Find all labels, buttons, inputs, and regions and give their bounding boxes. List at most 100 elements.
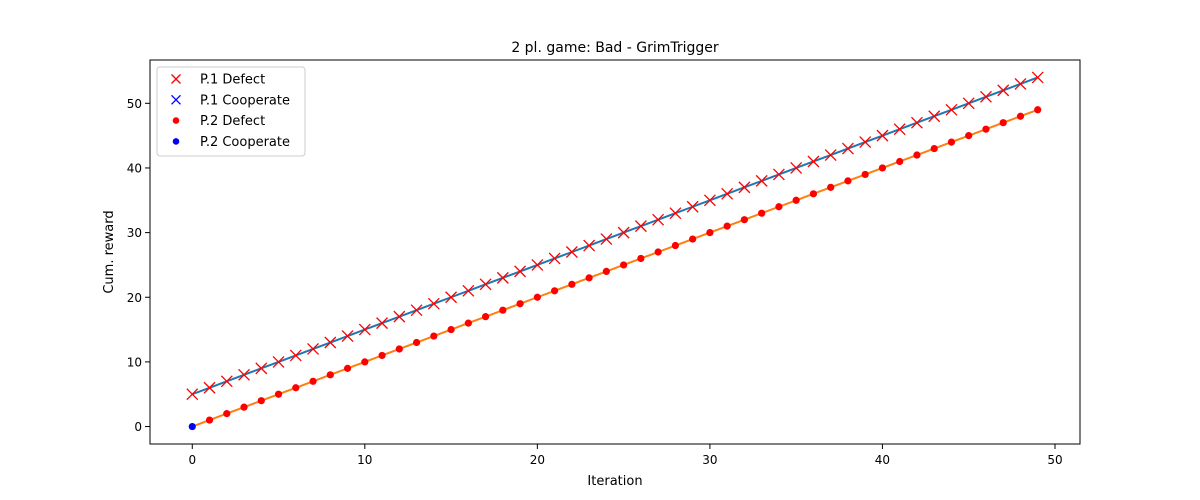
- p2-point: [309, 377, 317, 385]
- p1-point: [721, 187, 734, 200]
- p2-point: [637, 254, 645, 263]
- p2-point: [395, 345, 403, 353]
- p2-point: [947, 138, 956, 146]
- y-tick-label: 40: [127, 161, 142, 175]
- p1-point: [703, 194, 716, 207]
- p2-point: [499, 306, 507, 314]
- p1-point: [427, 297, 440, 310]
- p1-point: [772, 168, 785, 181]
- p1-point: [790, 161, 803, 174]
- p1-point: [755, 174, 768, 187]
- plot-frame: [149, 59, 1081, 445]
- p1-point: [807, 155, 820, 168]
- p2-point: [412, 338, 421, 347]
- p2-point: [982, 125, 990, 133]
- p2-point: [343, 364, 352, 372]
- y-axis: 0 10 20 30 40 50: [127, 97, 150, 434]
- x-tick-label: 10: [357, 453, 372, 467]
- p2-point: [671, 241, 679, 250]
- p1-point: [652, 213, 665, 226]
- p2-point: [516, 300, 524, 308]
- p1-point: [203, 381, 216, 394]
- p1-point: [945, 103, 958, 116]
- y-tick-label: 50: [127, 97, 142, 111]
- p2-point: [447, 325, 455, 334]
- p2-point: [1034, 106, 1042, 114]
- y-axis-label: Cum. reward: [102, 210, 117, 293]
- x-axis-label: Iteration: [587, 474, 642, 489]
- p1-point: [600, 233, 613, 246]
- p1-point: [928, 110, 941, 123]
- p1-point: [841, 142, 854, 155]
- p2-point: [758, 209, 766, 217]
- p1-point: [548, 252, 561, 265]
- p2-point: [620, 261, 628, 269]
- p1-point: [255, 362, 268, 375]
- p2-point: [568, 280, 576, 288]
- legend-label: P.1 Cooperate: [200, 93, 290, 108]
- p1-point: [220, 375, 233, 388]
- p1-point: [876, 129, 889, 142]
- p1-point: [565, 246, 578, 258]
- p1-point: [376, 317, 389, 330]
- p1-point: [358, 323, 371, 336]
- p1-point: [824, 149, 837, 161]
- p2-point: [464, 319, 472, 327]
- p2-point: [326, 371, 334, 379]
- x-tick-label: 20: [530, 453, 545, 467]
- legend-label: P.2 Defect: [200, 114, 265, 129]
- p2-point: [723, 222, 731, 230]
- legend: P.1 Defect P.1 Cooperate P.2 Defect P.2 Coo…: [156, 66, 306, 157]
- p1-point: [980, 90, 992, 103]
- y-tick-label: 20: [127, 291, 142, 305]
- x-tick-label: 30: [702, 453, 717, 467]
- p1-point: [445, 291, 458, 304]
- p1-point: [1031, 71, 1044, 84]
- p1-point: [738, 181, 751, 194]
- p1-point: [186, 388, 199, 401]
- legend-item: P.2 Cooperate: [172, 135, 290, 150]
- p2-point: [274, 390, 283, 398]
- p1-point: [238, 368, 250, 381]
- y-tick-label: 30: [127, 226, 142, 240]
- p2-point: [481, 313, 490, 321]
- p2-point: [930, 144, 938, 153]
- p2-point: [896, 157, 904, 166]
- p1-point: [910, 116, 923, 129]
- p2-point: [257, 397, 265, 405]
- p1-point: [307, 343, 320, 355]
- legend-label: P.2 Cooperate: [200, 135, 290, 150]
- p1-point: [272, 355, 285, 368]
- p1-point: [479, 278, 492, 291]
- p2-point: [188, 422, 196, 431]
- p2-point: [844, 177, 852, 185]
- p2-point: [654, 248, 662, 256]
- p2-point: [861, 170, 869, 179]
- series-line-p1: [191, 76, 1039, 396]
- plot-markers: [186, 71, 1044, 431]
- p2-point: [706, 229, 714, 237]
- p2-point: [775, 203, 783, 211]
- p2-point: [378, 351, 386, 360]
- p1-point: [496, 271, 509, 284]
- p2-point: [430, 332, 438, 340]
- p2-point: [533, 293, 541, 301]
- p2-point: [827, 183, 835, 191]
- p2-point: [740, 216, 749, 224]
- p1-point: [393, 310, 406, 323]
- p1-point: [341, 330, 354, 343]
- p2-point: [965, 132, 973, 140]
- p1-point: [514, 265, 527, 278]
- p1-point: [289, 349, 302, 362]
- legend-box: [156, 66, 306, 157]
- p1-point: [531, 258, 544, 271]
- p1-point: [962, 97, 975, 110]
- p2-point: [913, 151, 921, 159]
- p2-point: [792, 196, 800, 204]
- p2-point: [602, 267, 610, 275]
- p2-point: [809, 190, 818, 198]
- p1-point: [893, 123, 906, 136]
- p2-point: [205, 416, 214, 424]
- x-tick-label: 40: [875, 453, 890, 467]
